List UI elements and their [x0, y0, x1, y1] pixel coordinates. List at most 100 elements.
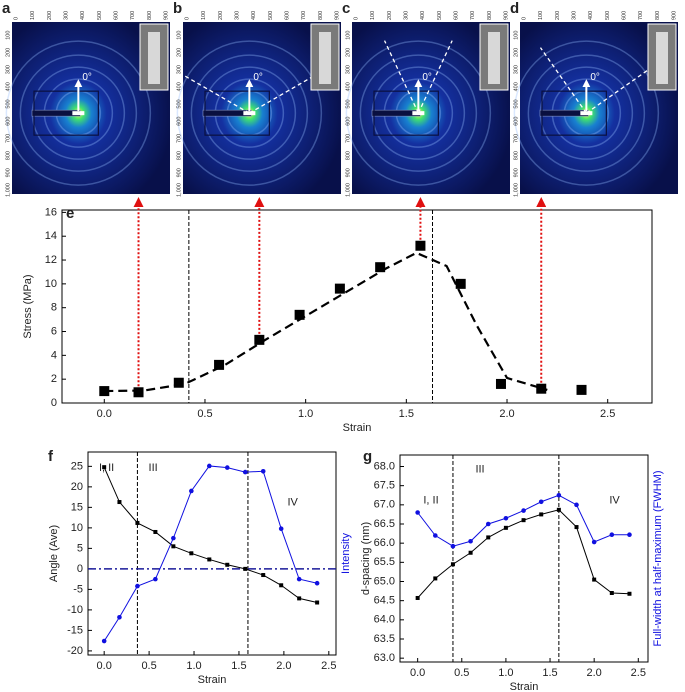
image-y-tick: 100 [513, 31, 519, 40]
plot-frame [399, 454, 649, 663]
image-x-tick: 100 [201, 11, 207, 20]
x-axis-title: Strain [510, 681, 539, 692]
x-tick-label: 1.5 [231, 660, 246, 672]
y-axis-title: Stress (MPa) [22, 274, 34, 338]
point [556, 507, 561, 512]
y-tick-label: 20 [71, 481, 83, 493]
point [574, 525, 579, 530]
image-y-tick: 200 [345, 48, 351, 57]
ring [513, 40, 660, 186]
dashed-guide [585, 66, 653, 114]
y-tick-label: 4 [51, 349, 57, 361]
y-tick-label: 6 [51, 325, 57, 337]
y-tick-label: 16 [45, 206, 57, 218]
point [135, 583, 140, 589]
dashed-guide [383, 40, 419, 114]
saxs-image: c 0° 0 100 200 300 400 500 600 700 800 900 100 200 300… [342, 0, 510, 197]
point [334, 283, 345, 294]
image-x-tick: 300 [403, 11, 409, 20]
point [102, 465, 107, 470]
x-tick-label: 0.0 [97, 660, 112, 672]
image-x-tick: 0 [184, 17, 190, 20]
point [254, 334, 265, 345]
image-y-tick: 200 [176, 48, 182, 57]
image-x-tick: 400 [420, 11, 426, 20]
point [153, 576, 158, 582]
image-x-tick: 100 [538, 11, 544, 20]
image-y-tick: 1,000 [345, 183, 351, 197]
phase-label: I, II [423, 494, 438, 506]
point [242, 469, 248, 475]
point [243, 566, 248, 571]
image-y-tick: 700 [176, 134, 182, 143]
saxs-image: d 0° 0 100 200 300 400 500 600 700 800 900 100 200 300… [510, 0, 678, 197]
image-x-tick: 700 [301, 11, 307, 20]
image-x-tick: 400 [80, 11, 86, 20]
panel-letter: c [342, 0, 350, 17]
image-y-tick: 100 [176, 31, 182, 40]
sample-body [148, 32, 160, 84]
panel-letter: b [173, 0, 182, 17]
panel-letter: g [363, 448, 372, 465]
x-tick-label: 1.5 [399, 408, 414, 420]
image-x-tick: 300 [234, 11, 240, 20]
point [536, 383, 547, 394]
plot-frame [87, 451, 337, 656]
image-y-tick: 300 [345, 65, 351, 74]
image-x-tick: 600 [621, 11, 627, 20]
point [315, 600, 320, 605]
image-y-tick: 300 [5, 65, 11, 74]
y-tick-label: -20 [67, 645, 83, 657]
point [450, 562, 455, 567]
image-x-tick: 900 [671, 11, 677, 20]
image-y-tick: 500 [345, 99, 351, 108]
phase-label: IV [609, 494, 620, 506]
y-tick-label: 67.5 [374, 480, 395, 492]
x-axis-title: Strain [198, 674, 227, 686]
x-tick-label: 0.5 [197, 408, 212, 420]
image-x-tick: 100 [30, 11, 36, 20]
image-y-tick: 900 [5, 168, 11, 177]
point [503, 525, 508, 530]
x-tick-label: 2.0 [499, 408, 514, 420]
y-tick-label: 65.0 [374, 575, 395, 587]
series-line [103, 465, 318, 642]
point [538, 499, 544, 505]
ring [527, 54, 646, 172]
y-tick-label: 64.0 [374, 614, 395, 626]
y-tick-label: 10 [45, 278, 57, 290]
point [486, 535, 491, 540]
point [207, 463, 212, 469]
image-x-tick: 700 [638, 11, 644, 20]
image-y-tick: 600 [5, 117, 11, 126]
image-x-tick: 300 [571, 11, 577, 20]
plot-frame [61, 209, 653, 404]
ring [359, 54, 478, 172]
point [278, 526, 284, 531]
ring [5, 40, 152, 186]
image-x-tick: 800 [655, 11, 661, 20]
angle-label: 0° [82, 72, 92, 83]
image-x-tick: 200 [218, 11, 224, 20]
x-tick-label: 0.5 [454, 667, 469, 679]
y-tick-label: 0 [51, 397, 57, 409]
image-x-tick: 600 [453, 11, 459, 20]
point [468, 538, 473, 544]
y-tick-label: 2 [51, 373, 57, 385]
image-x-tick: 600 [284, 11, 290, 20]
point [627, 591, 632, 596]
image-x-tick: 400 [588, 11, 594, 20]
dashed-guide [417, 40, 453, 114]
image-y-tick: 500 [176, 99, 182, 108]
point [455, 278, 466, 289]
series-line [103, 466, 318, 603]
image-x-tick: 800 [318, 11, 324, 20]
image-y-tick: 900 [513, 168, 519, 177]
sample-body [488, 32, 500, 84]
point [609, 532, 615, 538]
point [225, 562, 230, 567]
point [153, 529, 158, 534]
image-x-tick: 500 [605, 11, 611, 20]
image-x-tick: 200 [47, 11, 53, 20]
image-y-tick: 900 [176, 168, 182, 177]
